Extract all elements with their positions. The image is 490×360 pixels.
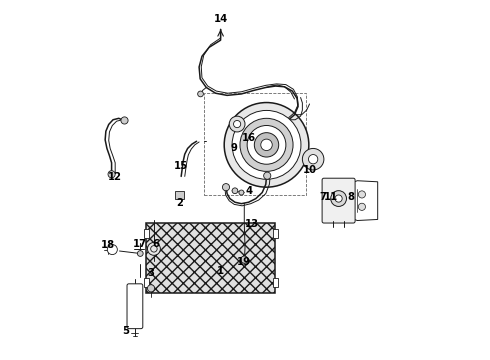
Text: 10: 10 [302,165,317,175]
Text: 6: 6 [152,239,160,249]
Circle shape [107,244,117,255]
Text: 2: 2 [176,198,183,208]
Circle shape [197,91,203,97]
Bar [204,93,306,195]
Circle shape [137,251,143,256]
Bar [144,278,148,287]
Circle shape [261,139,272,150]
FancyBboxPatch shape [322,178,355,223]
Circle shape [254,133,279,157]
Circle shape [108,171,115,178]
Circle shape [302,148,324,170]
Circle shape [234,121,241,128]
Circle shape [147,285,155,292]
Bar [147,223,275,293]
Circle shape [358,203,366,210]
Circle shape [121,117,128,124]
Circle shape [241,256,248,263]
Bar [175,192,184,199]
Text: 8: 8 [347,192,354,202]
Text: 7: 7 [320,192,327,202]
Text: 15: 15 [173,161,188,171]
Circle shape [264,172,271,179]
Circle shape [247,126,286,164]
FancyBboxPatch shape [127,284,143,329]
Text: 16: 16 [242,133,256,143]
Circle shape [335,195,342,202]
Text: 5: 5 [122,326,129,336]
Bar [144,229,148,238]
Circle shape [232,188,238,194]
Text: 13: 13 [245,219,259,229]
Text: 12: 12 [108,172,122,182]
Circle shape [224,103,309,187]
Circle shape [229,116,245,132]
Circle shape [239,190,244,195]
Text: 9: 9 [230,143,237,153]
Text: 4: 4 [245,186,252,197]
Circle shape [232,111,301,179]
Bar [273,278,278,287]
Circle shape [358,191,366,198]
Circle shape [240,118,293,171]
Text: 18: 18 [101,240,115,250]
Polygon shape [352,181,378,221]
Text: 11: 11 [324,192,338,202]
Text: 1: 1 [216,266,223,276]
Circle shape [309,154,318,164]
Bar [273,229,278,238]
Text: 14: 14 [214,14,228,24]
Circle shape [222,184,230,191]
Text: 17: 17 [133,239,147,249]
Circle shape [147,242,160,255]
Text: 3: 3 [147,268,154,278]
Circle shape [331,191,346,206]
Text: 19: 19 [237,257,251,267]
